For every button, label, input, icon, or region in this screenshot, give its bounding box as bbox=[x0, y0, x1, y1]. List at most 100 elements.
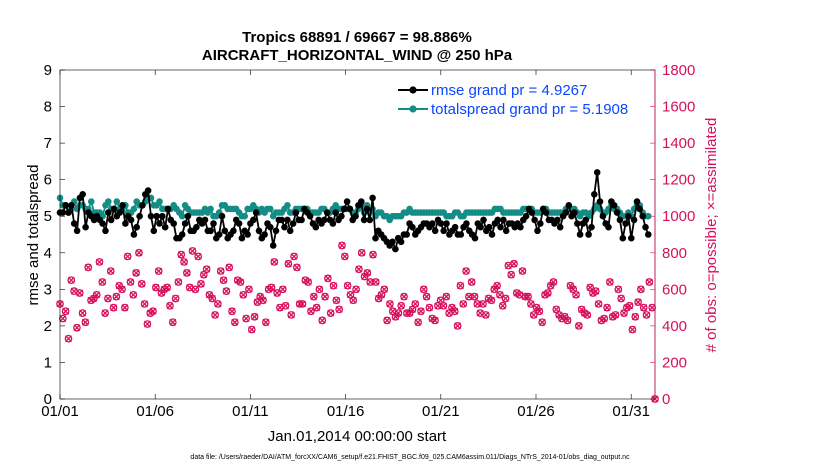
obs-marker bbox=[332, 296, 341, 305]
series-point bbox=[164, 205, 172, 213]
series-point bbox=[358, 198, 365, 205]
series-point bbox=[642, 223, 649, 231]
x-tick-label: 01/21 bbox=[422, 403, 460, 420]
obs-marker bbox=[642, 311, 651, 319]
obs-marker bbox=[414, 318, 422, 327]
obs-marker bbox=[183, 269, 191, 277]
obs-marker bbox=[109, 303, 118, 312]
series-point bbox=[127, 216, 135, 224]
obs-marker bbox=[535, 307, 544, 316]
x-axis: 01/01 01/06 01/11 01/16 01/21 01/26 01/31 bbox=[41, 70, 650, 420]
obs-marker bbox=[216, 267, 225, 275]
obs-marker bbox=[594, 300, 603, 308]
series-point bbox=[628, 234, 635, 242]
obs-marker bbox=[278, 285, 287, 294]
y-tick-label-right: 1000 bbox=[662, 208, 695, 225]
obs-marker bbox=[450, 307, 459, 316]
series-point bbox=[480, 216, 487, 224]
obs-marker bbox=[357, 248, 366, 257]
obs-marker bbox=[64, 334, 73, 343]
obs-marker bbox=[84, 263, 93, 272]
series-point bbox=[150, 227, 158, 235]
obs-marker bbox=[639, 303, 648, 312]
series-point bbox=[62, 202, 69, 209]
obs-marker bbox=[459, 300, 468, 308]
obs-marker bbox=[369, 250, 377, 259]
obs-marker bbox=[126, 278, 135, 286]
obs-marker bbox=[400, 292, 408, 301]
series-point bbox=[281, 223, 288, 231]
y-tick-label: 1 bbox=[44, 354, 52, 371]
series-point bbox=[156, 220, 163, 227]
obs-marker bbox=[538, 318, 547, 327]
series-point bbox=[360, 216, 368, 224]
obs-marker bbox=[611, 311, 620, 319]
obs-marker bbox=[335, 305, 344, 314]
series-point bbox=[218, 212, 226, 220]
y-tick-label-right: 400 bbox=[662, 318, 687, 335]
y-tick-label-right: 600 bbox=[662, 281, 687, 298]
obs-marker bbox=[118, 285, 126, 294]
series-point bbox=[241, 212, 248, 220]
series-point bbox=[252, 209, 260, 216]
obs-marker bbox=[518, 267, 527, 275]
series-point bbox=[193, 223, 200, 231]
obs-marker bbox=[290, 252, 298, 261]
obs-marker bbox=[600, 314, 609, 323]
x-tick-label: 01/16 bbox=[327, 403, 365, 420]
series-point bbox=[207, 205, 214, 213]
obs-marker bbox=[326, 309, 335, 317]
obs-marker bbox=[143, 320, 152, 328]
obs-marker bbox=[202, 265, 211, 274]
obs-marker bbox=[383, 316, 391, 325]
series-point bbox=[321, 216, 328, 224]
series-point bbox=[161, 223, 169, 231]
obs-marker bbox=[467, 278, 476, 286]
obs-marker bbox=[225, 263, 234, 272]
obs-marker bbox=[307, 307, 315, 316]
series-point bbox=[582, 216, 590, 224]
series-point bbox=[329, 220, 337, 227]
y-tick-label: 0 bbox=[44, 391, 52, 408]
series-point bbox=[346, 205, 354, 213]
obs-marker bbox=[188, 247, 197, 255]
series-point bbox=[599, 212, 607, 220]
obs-marker bbox=[287, 311, 296, 319]
series-point bbox=[610, 202, 618, 209]
obs-marker bbox=[262, 318, 270, 327]
obs-marker bbox=[67, 276, 76, 285]
y-axis-label: rmse and totalspread bbox=[25, 165, 42, 306]
series-point bbox=[645, 212, 652, 220]
series-point bbox=[292, 209, 300, 216]
series-point bbox=[500, 216, 507, 224]
series-point bbox=[639, 212, 646, 220]
obs-marker bbox=[58, 314, 67, 323]
series-point bbox=[451, 223, 459, 231]
obs-marker bbox=[137, 279, 146, 288]
obs-marker bbox=[101, 309, 109, 317]
y-tick-label: 6 bbox=[44, 172, 52, 189]
obs-marker bbox=[180, 258, 188, 266]
series-point bbox=[105, 209, 112, 216]
obs-marker bbox=[425, 303, 434, 312]
y-tick-label-right: 1800 bbox=[662, 62, 695, 79]
obs-marker bbox=[380, 285, 389, 294]
obs-marker bbox=[442, 292, 451, 301]
obs-marker bbox=[273, 289, 281, 297]
obs-marker bbox=[645, 278, 654, 286]
series-point bbox=[119, 202, 126, 209]
obs-marker bbox=[329, 281, 338, 290]
series-point bbox=[65, 209, 72, 216]
obs-marker bbox=[245, 285, 253, 294]
obs-marker bbox=[309, 292, 318, 301]
legend: rmse grand pr = 4.9267 totalspread grand… bbox=[395, 76, 650, 118]
series-point bbox=[306, 212, 314, 220]
series-point bbox=[181, 220, 189, 227]
series-point bbox=[107, 216, 115, 224]
footnote: data file: /Users/raeder/DAI/ATM_forcXX/… bbox=[190, 454, 630, 461]
series-point bbox=[59, 209, 67, 216]
obs-marker bbox=[507, 270, 516, 279]
obs-marker bbox=[453, 322, 462, 330]
series-point bbox=[403, 231, 411, 238]
